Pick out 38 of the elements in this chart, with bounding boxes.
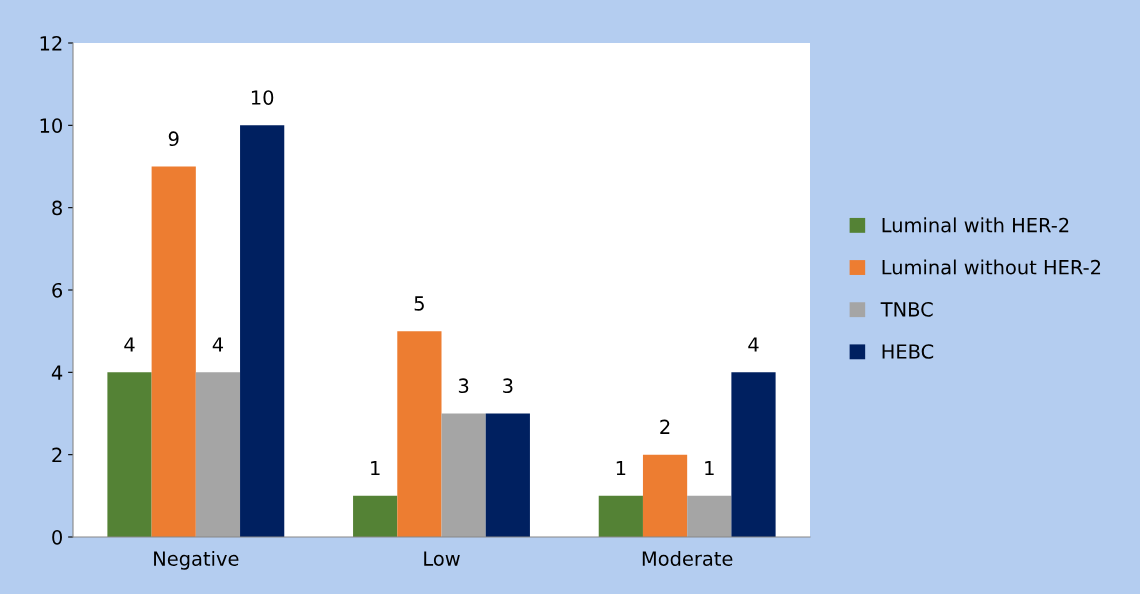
bar [107,372,152,537]
legend-label: TNBC [880,302,933,317]
bar [598,495,643,537]
x-tick-label: Moderate [642,550,733,566]
y-tick-label: 0 [52,529,62,545]
data-label: 9 [168,131,179,147]
data-label: 1 [371,460,380,476]
data-label: 3 [458,378,469,394]
data-label: 4 [748,337,759,352]
legend-label: Luminal with HER-2 [882,217,1069,233]
bar [151,166,196,537]
data-label: 2 [660,419,670,434]
bar [353,495,398,537]
data-label: 5 [414,296,424,311]
data-label: 3 [503,378,513,394]
y-tick-label: 6 [52,282,63,298]
bar [731,372,776,537]
bar [195,372,241,537]
bar [642,454,688,537]
data-label: 1 [616,460,626,476]
y-tick-label: 12 [40,35,62,51]
data-label: 10 [251,90,274,105]
x-tick-label: Low [424,551,460,566]
y-tick-label: 4 [51,365,63,380]
x-tick-label: Negative [154,550,239,570]
data-label: 1 [705,460,714,476]
legend-label: HEBC [882,344,934,359]
legend-label: Luminal without HER-2 [882,259,1101,275]
data-label: 4 [124,337,135,352]
y-tick-label: 10 [40,118,62,133]
bar [485,413,530,537]
data-label: 4 [212,337,224,352]
bar [687,495,732,537]
bar [397,331,442,537]
y-tick-label: 2 [52,447,62,463]
y-tick-label: 8 [52,200,62,216]
bar [240,125,285,537]
bar [441,413,486,537]
